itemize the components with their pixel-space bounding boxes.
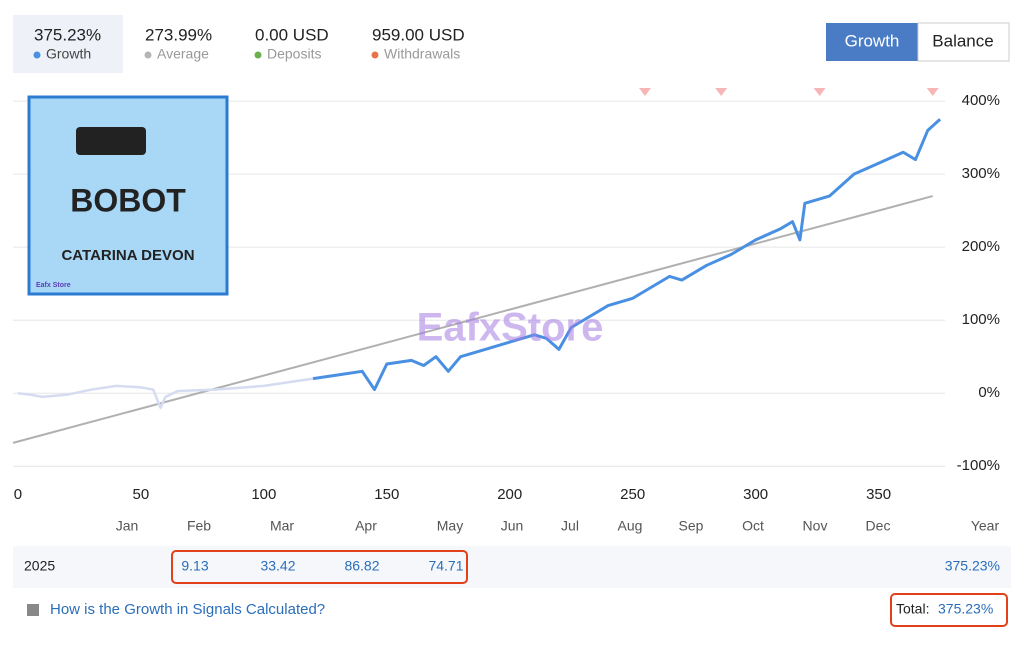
highlight-box xyxy=(171,550,468,584)
month-value: 86.82 xyxy=(344,558,379,574)
x-tick-label: 50 xyxy=(133,486,150,503)
highlight-box xyxy=(890,593,1008,627)
column-header: Apr xyxy=(355,518,377,534)
stat-label: Withdrawals xyxy=(384,46,460,62)
help-icon xyxy=(27,604,39,616)
series-line xyxy=(17,377,314,410)
y-tick-label: 100% xyxy=(962,311,1000,328)
series-line xyxy=(312,118,942,392)
stat-value: 273.99% xyxy=(145,25,212,44)
month-value: 9.13 xyxy=(181,558,208,574)
growth-button[interactable] xyxy=(826,23,918,61)
x-tick-label: 200 xyxy=(497,486,522,503)
x-tick-label: 350 xyxy=(866,486,891,503)
column-header: Aug xyxy=(618,518,643,534)
stat-dot xyxy=(371,51,379,59)
logo-brand: Eafx Store xyxy=(36,282,71,289)
series-line xyxy=(12,195,933,444)
y-tick-label: 400% xyxy=(962,92,1000,109)
help-link[interactable]: How is the Growth in Signals Calculated? xyxy=(50,601,325,618)
marker xyxy=(813,88,826,96)
column-header: Oct xyxy=(742,518,764,534)
marker xyxy=(926,88,939,96)
stat-label: Growth xyxy=(46,46,91,62)
stat-label: Average xyxy=(157,46,209,62)
stat-dot xyxy=(144,51,152,59)
x-tick-label: 100 xyxy=(251,486,276,503)
stat-value: 959.00 USD xyxy=(372,25,465,44)
total-label: Total: xyxy=(896,601,929,617)
y-tick-label: 300% xyxy=(962,165,1000,182)
y-tick-label: 0% xyxy=(978,384,1000,401)
balance-button[interactable] xyxy=(917,22,1010,62)
x-tick-label: 150 xyxy=(374,486,399,503)
stat-value: 0.00 USD xyxy=(255,25,329,44)
y-tick-label: 200% xyxy=(962,238,1000,255)
month-value: 74.71 xyxy=(428,558,463,574)
marker xyxy=(638,88,651,96)
column-header: Mar xyxy=(270,518,294,534)
year-label: 2025 xyxy=(24,558,55,574)
column-header: Jan xyxy=(116,518,139,534)
logo: BOBOT CATARINA DEVON Eafx Store xyxy=(27,95,229,296)
column-header: Jul xyxy=(561,518,579,534)
column-header: Feb xyxy=(187,518,211,534)
logo-title: BOBOT xyxy=(70,182,186,218)
column-header: May xyxy=(437,518,463,534)
total-value: 375.23% xyxy=(938,601,993,617)
marker xyxy=(715,88,728,96)
logo-subtitle: CATARINA DEVON xyxy=(61,247,194,264)
month-value: 33.42 xyxy=(260,558,295,574)
column-header: Year xyxy=(971,518,1000,534)
button-label: Growth xyxy=(845,31,900,50)
x-tick-label: 300 xyxy=(743,486,768,503)
button-label: Balance xyxy=(932,31,993,50)
x-tick-label: 0 xyxy=(14,486,22,503)
x-tick-label: 250 xyxy=(620,486,645,503)
stat-dot xyxy=(33,51,41,59)
table-row-bg xyxy=(13,546,1011,588)
column-header: Jun xyxy=(501,518,524,534)
year-total: 375.23% xyxy=(945,558,1000,574)
watermark: EafxStore xyxy=(417,306,604,350)
logo-robot xyxy=(76,127,146,155)
stat-dot xyxy=(254,51,262,59)
y-tick-label: -100% xyxy=(957,457,1000,474)
column-header: Sep xyxy=(679,518,704,534)
active-stat-bg xyxy=(13,15,123,73)
column-header: Nov xyxy=(803,518,828,534)
column-header: Dec xyxy=(866,518,891,534)
stat-value: 375.23% xyxy=(34,25,101,44)
stat-label: Deposits xyxy=(267,46,321,62)
